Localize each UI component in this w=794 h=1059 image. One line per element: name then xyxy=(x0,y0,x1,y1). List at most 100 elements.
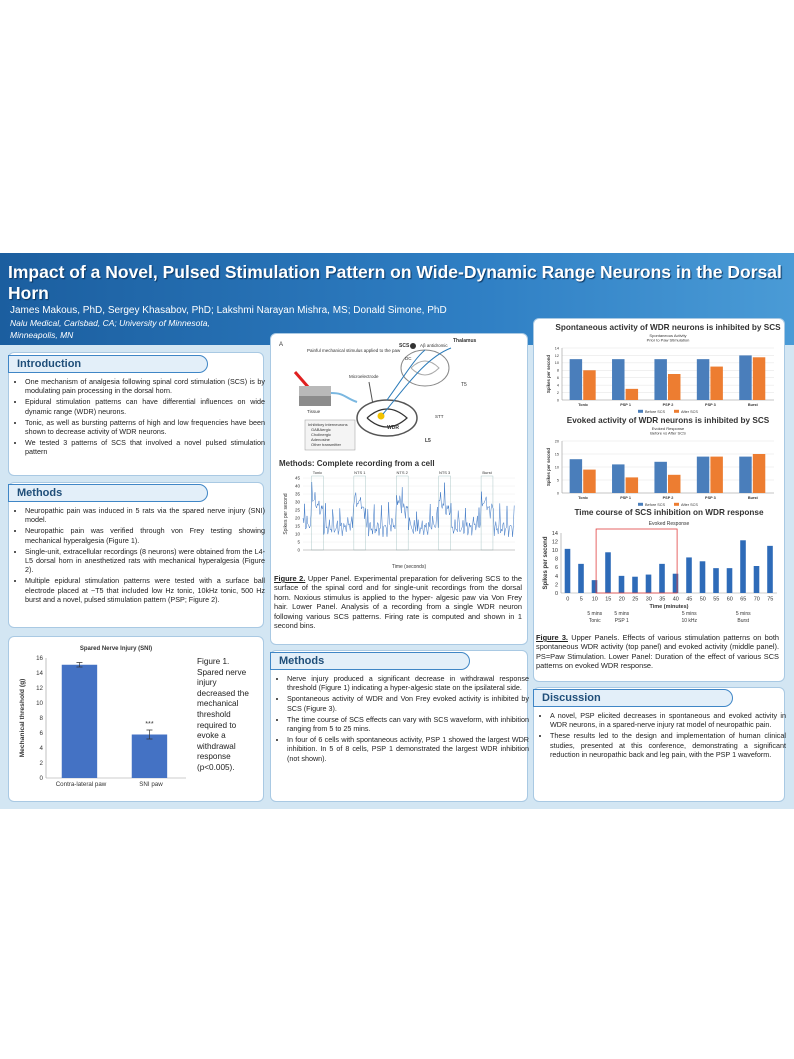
bar xyxy=(569,359,583,400)
x-tick-label: 30 xyxy=(646,597,652,603)
y-tick-label: 15 xyxy=(555,452,559,456)
chart-subtitle: Before vs After SCS xyxy=(650,431,686,436)
bullet: Neuropathic pain was induced in 5 rats v… xyxy=(25,506,265,524)
bar xyxy=(767,545,773,593)
x-tick-label: PSP 1 xyxy=(620,403,631,407)
section-heading: Introduction xyxy=(8,355,208,373)
annotation: 5 mins xyxy=(682,611,697,617)
y-tick-label: 15 xyxy=(295,524,301,529)
segment-label: NTS 3 xyxy=(439,470,451,475)
y-tick-label: 0 xyxy=(557,491,559,495)
legend-swatch xyxy=(638,409,643,413)
x-tick-label: 20 xyxy=(619,597,625,603)
bar xyxy=(578,563,584,593)
y-tick-label: 40 xyxy=(295,484,301,489)
bar xyxy=(645,574,652,593)
x-tick-label: 40 xyxy=(673,597,679,603)
stim-window xyxy=(311,475,324,551)
legend-swatch xyxy=(674,409,679,413)
annotation: 5 mins xyxy=(614,611,629,617)
y-tick-label: 2 xyxy=(40,760,44,767)
y-tick-label: 0 xyxy=(297,548,300,553)
bar xyxy=(618,575,625,593)
bullet-list: Neuropathic pain was induced in 5 rats v… xyxy=(14,506,265,606)
x-tick-label: Contra-lateral paw xyxy=(56,781,107,788)
x-tick-label: PSP 2 xyxy=(663,403,674,407)
y-tick-label: 2 xyxy=(555,582,558,588)
y-tick-label: 10 xyxy=(295,532,301,537)
segment-label: NTS 2 xyxy=(397,470,409,475)
bar xyxy=(752,454,766,493)
x-tick-label: 75 xyxy=(767,597,773,603)
y-axis-label: Spikes per second xyxy=(546,448,551,486)
figure1-caption: Figure 1. Spared nerve injury decreased … xyxy=(197,657,249,772)
spontaneous-chart: Spontaneous activity of WDR neurons is i… xyxy=(546,323,781,414)
legend-box xyxy=(304,419,356,451)
y-tick-label: 8 xyxy=(40,715,44,722)
annotation: 5 mins xyxy=(587,611,602,617)
bullet: Spontaneous activity of WDR and Von Frey… xyxy=(287,694,529,712)
diagram-label: Inhibitory interneurons xyxy=(308,422,348,427)
timecourse-chart: Time course of SCS inhibition on WDR res… xyxy=(543,508,777,624)
dc-path xyxy=(386,349,426,401)
chart-subtitle: Spontaneous Activity xyxy=(649,333,686,338)
scs-electrode xyxy=(410,343,416,349)
chart-title: Methods: Complete recording from a cell xyxy=(279,459,435,468)
x-tick-label: Tonic xyxy=(578,496,588,500)
bullet: A novel, PSP elicited decreases in spont… xyxy=(550,711,786,729)
affiliation: Minneapolis, MN xyxy=(10,330,74,340)
bar xyxy=(612,359,625,400)
figure3-caption: Figure 3. Upper Panels. Effects of vario… xyxy=(536,633,779,671)
diagram-label: DC xyxy=(405,356,412,361)
bar xyxy=(612,464,625,493)
x-tick-label: 35 xyxy=(659,597,665,603)
gray-matter xyxy=(366,408,408,428)
diagram-label: WDR xyxy=(387,425,399,431)
chart-subtitle: Evoked Response xyxy=(652,426,685,431)
legend-label: After SCS xyxy=(681,410,698,414)
diagram: A Painful mechanical stimulus applied to… xyxy=(279,338,477,451)
bullet: These results led to the design and impl… xyxy=(550,731,786,759)
diagram-label: Other transmitter xyxy=(311,442,342,447)
y-tick-label: 10 xyxy=(555,465,559,469)
y-tick-label: 6 xyxy=(555,565,558,571)
bullet: Single-unit, extracellular recordings (8… xyxy=(25,547,265,575)
highlight-box xyxy=(595,528,678,594)
error-bar xyxy=(146,729,153,740)
diagram-label: L5 xyxy=(425,438,431,444)
bullet: Nerve injury produced a significant decr… xyxy=(287,674,529,692)
y-tick-label: 14 xyxy=(552,531,558,537)
y-tick-label: 4 xyxy=(555,574,558,580)
bar xyxy=(625,388,639,400)
authors: James Makous, PhD, Sergey Khasabov, PhD;… xyxy=(10,305,447,316)
bar xyxy=(654,359,667,400)
bar xyxy=(654,461,667,493)
value-label: *** xyxy=(145,719,154,728)
bullet: Tonic, as well as bursting patterns of h… xyxy=(25,418,265,436)
bar xyxy=(710,366,723,400)
y-tick-label: 8 xyxy=(557,369,559,373)
evoked-chart: Evoked activity of WDR neurons is inhibi… xyxy=(546,416,774,507)
diagram-label: Tissue xyxy=(307,409,321,414)
y-tick-label: 35 xyxy=(295,492,301,497)
diagram-label: SCS xyxy=(399,343,410,349)
section-heading: Discussion xyxy=(533,689,733,707)
x-tick-label: 50 xyxy=(700,597,706,603)
x-tick-label: 45 xyxy=(686,597,692,603)
x-tick-label: 25 xyxy=(632,597,638,603)
diagram-label: Painful mechanical stimulus applied to t… xyxy=(307,348,401,353)
error-bar xyxy=(76,662,83,668)
caption-label: Figure 2. xyxy=(274,574,306,583)
y-tick-label: 25 xyxy=(295,508,301,513)
y-tick-label: 10 xyxy=(555,361,559,365)
diagram-label: STT xyxy=(435,414,444,419)
y-tick-label: 6 xyxy=(40,730,44,737)
x-tick-label: Burst xyxy=(748,496,759,500)
bullet: We tested 3 patterns of SCS that involve… xyxy=(25,438,265,456)
bar xyxy=(583,469,596,493)
legend-label: Before SCS xyxy=(645,503,666,507)
segment-label: Tonic xyxy=(313,470,322,475)
y-tick-label: 10 xyxy=(36,700,43,707)
x-tick-label: Tonic xyxy=(578,403,588,407)
legend-swatch xyxy=(638,502,643,506)
